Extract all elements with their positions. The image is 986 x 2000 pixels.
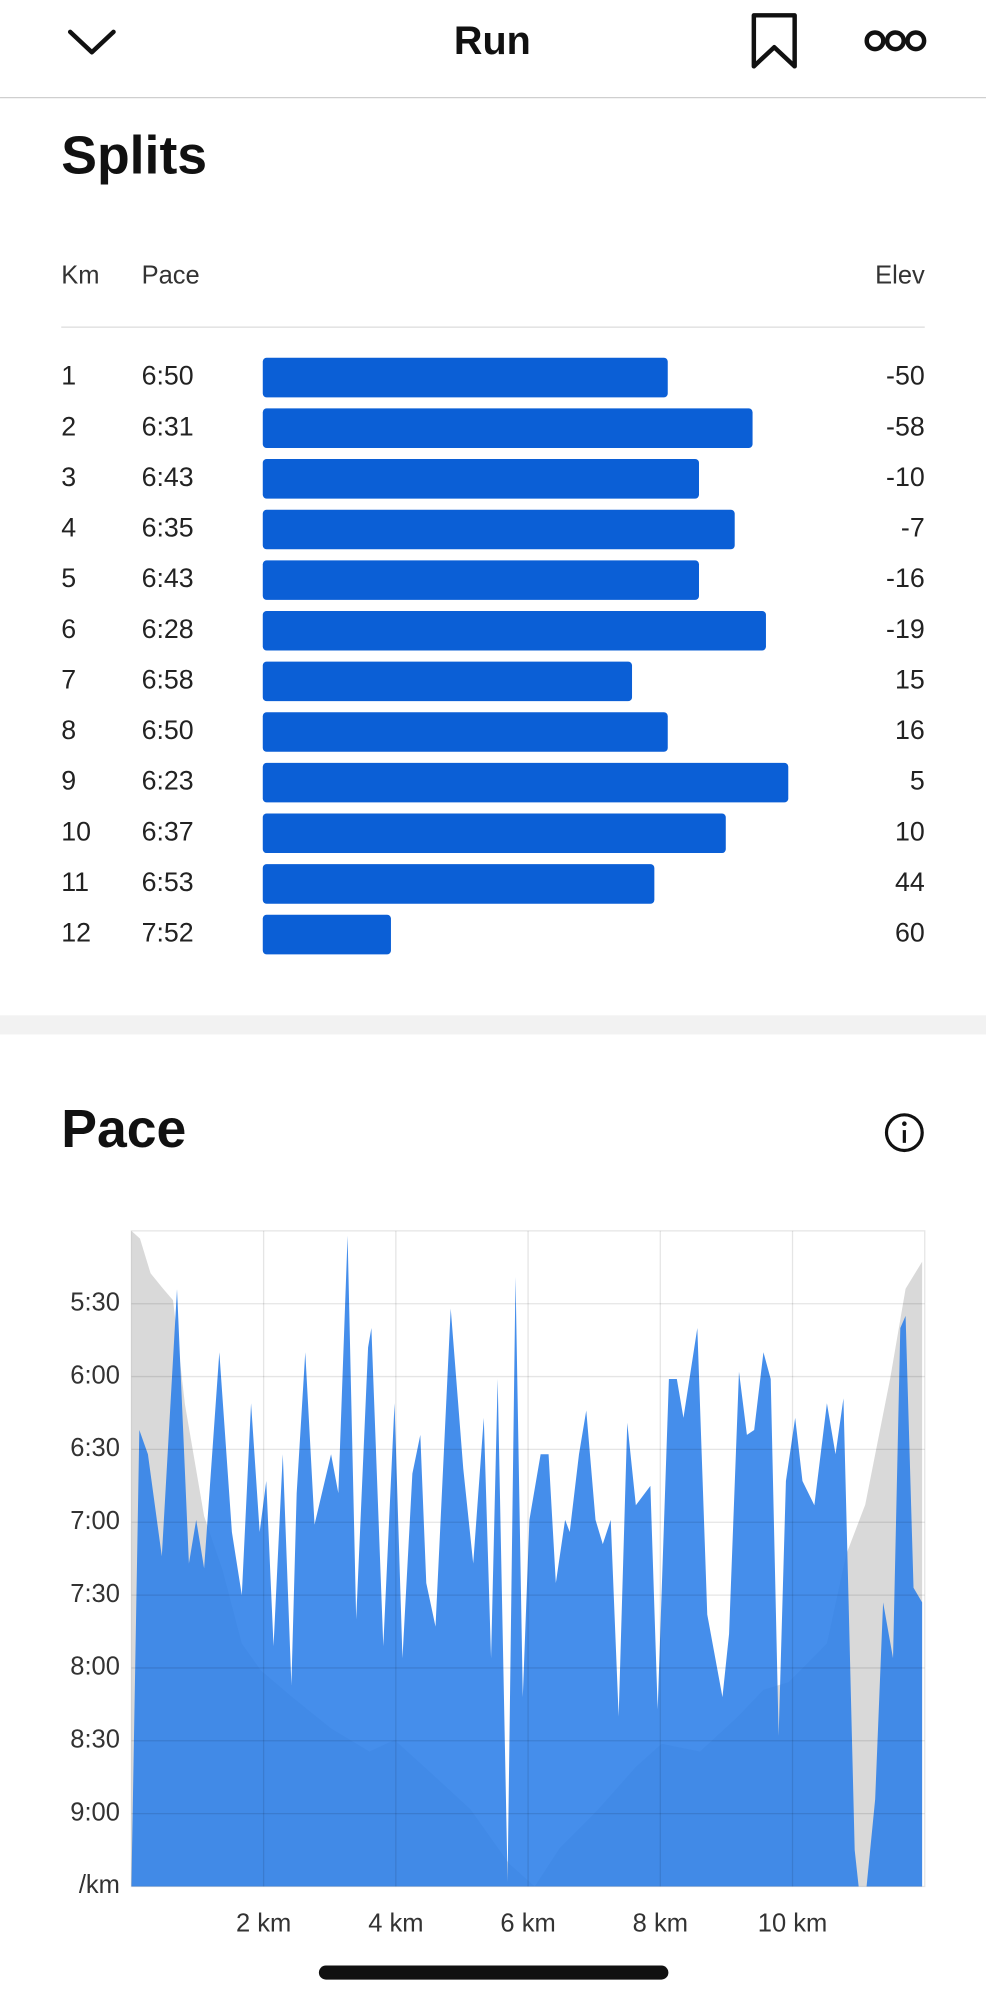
pace-bar [262, 813, 726, 854]
x-tick-label: 6 km [500, 1909, 555, 1937]
column-header: Pace [142, 262, 200, 290]
pace-cell: 6:53 [142, 867, 194, 897]
elev-cell: -7 [901, 513, 925, 543]
km-cell: 4 [61, 513, 76, 543]
elev-cell: 16 [895, 715, 925, 745]
elev-cell: 5 [910, 766, 925, 796]
km-cell: 8 [61, 715, 76, 745]
more-button[interactable] [864, 30, 927, 52]
pace-cell: 6:28 [142, 614, 194, 644]
pace-bar [262, 610, 766, 651]
y-tick-label: 6:30 [70, 1434, 120, 1462]
y-unit-label: /km [79, 1871, 120, 1899]
home-indicator [318, 1965, 669, 1980]
section-separator [0, 1015, 986, 1035]
pace-bar [262, 560, 699, 600]
y-tick-label: 9:00 [70, 1798, 120, 1826]
pace-bar [262, 459, 699, 499]
elev-cell: -16 [886, 563, 925, 593]
elev-cell: 15 [895, 664, 925, 694]
y-tick-label: 5:30 [70, 1288, 120, 1316]
y-tick-label: 7:30 [70, 1580, 120, 1608]
header-title: Run [454, 19, 531, 63]
y-tick-label: 8:00 [70, 1653, 120, 1681]
pace-cell: 6:23 [142, 766, 194, 796]
km-cell: 12 [61, 918, 91, 948]
column-header: Elev [875, 262, 925, 290]
y-tick-label: 6:00 [70, 1361, 120, 1389]
pace-cell: 6:37 [142, 816, 194, 846]
x-tick-label: 10 km [758, 1909, 827, 1937]
km-cell: 1 [61, 361, 76, 391]
km-cell: 10 [61, 816, 91, 846]
pace-chart: 5:30 6:00 6:30 7:00 7:30 8:00 8:30 9:00/km 2 km 4… [70, 1230, 926, 1937]
km-cell: 11 [61, 867, 89, 897]
elev-cell: 44 [895, 867, 925, 897]
pace-cell: 6:50 [142, 361, 194, 391]
elev-cell: -10 [886, 462, 925, 492]
km-cell: 5 [61, 563, 76, 593]
pace-bar [262, 661, 633, 702]
km-cell: 3 [61, 462, 76, 492]
pace-bar [262, 914, 391, 955]
elev-cell: 60 [895, 918, 925, 948]
pace-bar [262, 712, 668, 752]
km-cell: 7 [61, 664, 76, 694]
pace-cell: 6:31 [142, 411, 194, 441]
y-tick-label: 7:00 [70, 1507, 120, 1535]
bookmark-button[interactable] [751, 13, 797, 69]
pace-title: Pace [61, 1100, 186, 1159]
pace-cell: 6:43 [142, 462, 194, 492]
pace-bar [262, 762, 789, 803]
splits-title: Splits [61, 127, 207, 186]
pace-cell: 6:50 [142, 715, 194, 745]
column-header: Km [61, 262, 99, 290]
km-cell: 9 [61, 766, 76, 796]
info-button[interactable] [884, 1113, 924, 1153]
km-cell: 2 [61, 411, 76, 441]
y-tick-label: 8:30 [70, 1726, 120, 1754]
elev-cell: -19 [886, 614, 925, 644]
pace-cell: 7:52 [142, 918, 194, 948]
pace-bar [262, 509, 735, 550]
x-tick-label: 8 km [633, 1909, 688, 1937]
collapse-button[interactable] [67, 29, 116, 55]
pace-cell: 6:35 [142, 513, 194, 543]
km-cell: 6 [61, 614, 76, 644]
pace-bar [262, 357, 668, 398]
pace-cell: 6:43 [142, 563, 194, 593]
pace-bar [262, 864, 655, 904]
x-tick-label: 2 km [236, 1909, 291, 1937]
plot-frame [130, 1230, 926, 1888]
elev-cell: 10 [895, 816, 925, 846]
x-tick-label: 4 km [368, 1909, 423, 1937]
pace-bar [262, 408, 753, 448]
pace-cell: 6:58 [142, 664, 194, 694]
pace-area [131, 1235, 923, 1887]
elev-cell: -50 [886, 361, 925, 391]
elev-cell: -58 [886, 411, 925, 441]
